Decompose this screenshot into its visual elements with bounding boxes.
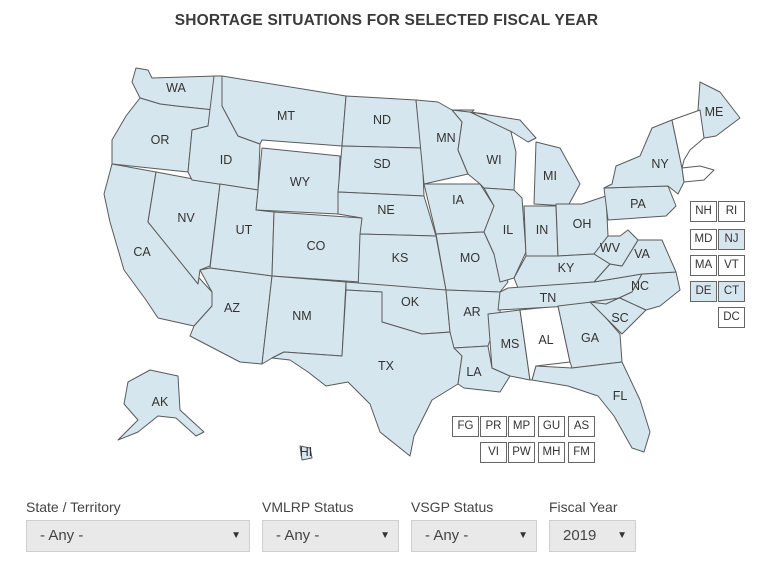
state-label-wy: WY bbox=[290, 175, 311, 189]
state-ny[interactable] bbox=[603, 119, 685, 195]
state-box-dc[interactable]: DC bbox=[718, 307, 745, 328]
chevron-down-icon: ▼ bbox=[380, 530, 390, 541]
state-label-me: ME bbox=[705, 105, 724, 119]
state-label-sc: SC bbox=[611, 311, 628, 325]
vmlrp-select[interactable]: - Any - ▼ bbox=[262, 520, 399, 552]
territory-box-gu[interactable]: GU bbox=[538, 416, 565, 437]
territory-box-mp[interactable]: MP bbox=[508, 416, 535, 437]
state-label-il: IL bbox=[503, 223, 513, 237]
state-ak[interactable] bbox=[117, 369, 205, 441]
fiscal-year-filter-label: Fiscal Year bbox=[549, 499, 618, 515]
state-label-nc: NC bbox=[631, 279, 649, 293]
state-label-nd: ND bbox=[373, 113, 391, 127]
chevron-down-icon: ▼ bbox=[518, 530, 528, 541]
state-label-wv: WV bbox=[600, 241, 621, 255]
state-label-hi: HI bbox=[300, 445, 313, 459]
state-sd[interactable] bbox=[337, 145, 425, 197]
state-box-ri[interactable]: RI bbox=[718, 201, 745, 222]
state-label-oh: OH bbox=[573, 217, 592, 231]
state-label-va: VA bbox=[634, 247, 650, 261]
state-wv[interactable] bbox=[593, 229, 639, 267]
state-label-mt: MT bbox=[277, 109, 295, 123]
territory-box-fm[interactable]: FM bbox=[568, 442, 595, 463]
state-label-mn: MN bbox=[436, 131, 455, 145]
chevron-down-icon: ▼ bbox=[617, 530, 627, 541]
state-label-al: AL bbox=[538, 333, 553, 347]
state-label-ca: CA bbox=[133, 245, 151, 259]
vmlrp-select-value: - Any - bbox=[276, 527, 320, 544]
vsgp-select-value: - Any - bbox=[425, 527, 469, 544]
state-box-ct[interactable]: CT bbox=[718, 281, 745, 302]
state-mi[interactable] bbox=[469, 111, 581, 207]
state-il[interactable] bbox=[483, 187, 527, 283]
state-label-nv: NV bbox=[177, 211, 195, 225]
chevron-down-icon: ▼ bbox=[231, 530, 241, 541]
state-label-tn: TN bbox=[540, 291, 557, 305]
us-map: WA OR CA NV ID MT WY UT AZ CO NM ND SD NE KS OK TX MN IA MO… bbox=[103, 67, 741, 461]
state-box-ma[interactable]: MA bbox=[690, 255, 717, 276]
state-hi[interactable] bbox=[299, 445, 313, 461]
state-la[interactable] bbox=[453, 345, 511, 393]
territory-box-as[interactable]: AS bbox=[568, 416, 595, 437]
state-label-id: ID bbox=[220, 153, 233, 167]
territory-box-vi[interactable]: VI bbox=[480, 442, 507, 463]
state-label-ny: NY bbox=[651, 157, 669, 171]
state-filter-label: State / Territory bbox=[26, 499, 121, 515]
state-label-or: OR bbox=[151, 133, 170, 147]
state-label-mo: MO bbox=[460, 251, 480, 265]
state-box-de[interactable]: DE bbox=[690, 281, 717, 302]
state-box-nh[interactable]: NH bbox=[690, 201, 717, 222]
state-label-sd: SD bbox=[373, 157, 390, 171]
state-ia[interactable] bbox=[423, 183, 495, 235]
state-box-vt[interactable]: VT bbox=[718, 255, 745, 276]
state-label-la: LA bbox=[466, 365, 482, 379]
vsgp-filter-label: VSGP Status bbox=[411, 499, 494, 515]
state-label-pa: PA bbox=[630, 197, 646, 211]
state-box-nj[interactable]: NJ bbox=[718, 229, 745, 250]
state-label-ms: MS bbox=[501, 337, 520, 351]
vsgp-select[interactable]: - Any - ▼ bbox=[411, 520, 537, 552]
territory-box-mh[interactable]: MH bbox=[538, 442, 565, 463]
state-tx[interactable] bbox=[271, 289, 463, 457]
fiscal-year-select[interactable]: 2019 ▼ bbox=[549, 520, 636, 552]
territory-box-pr[interactable]: PR bbox=[480, 416, 507, 437]
state-nc[interactable] bbox=[589, 271, 681, 311]
state-label-wa: WA bbox=[166, 81, 186, 95]
vmlrp-filter-label: VMLRP Status bbox=[262, 499, 354, 515]
state-label-az: AZ bbox=[224, 301, 240, 315]
state-me[interactable] bbox=[697, 81, 741, 139]
territory-box-fg[interactable]: FG bbox=[452, 416, 479, 437]
state-label-ky: KY bbox=[558, 261, 575, 275]
state-label-ut: UT bbox=[236, 223, 253, 237]
state-select-value: - Any - bbox=[40, 527, 84, 544]
state-label-wi: WI bbox=[486, 153, 501, 167]
state-label-mi: MI bbox=[543, 169, 557, 183]
state-label-fl: FL bbox=[613, 389, 628, 403]
state-label-ks: KS bbox=[392, 251, 409, 265]
state-fl[interactable] bbox=[531, 361, 651, 453]
state-ms[interactable] bbox=[487, 309, 531, 381]
ne-small-state-shape[interactable] bbox=[681, 165, 715, 183]
state-label-co: CO bbox=[307, 239, 326, 253]
state-box-md[interactable]: MD bbox=[690, 229, 717, 250]
state-label-ar: AR bbox=[463, 305, 480, 319]
state-label-ok: OK bbox=[401, 295, 420, 309]
state-label-ne: NE bbox=[377, 203, 394, 217]
page-title: SHORTAGE SITUATIONS FOR SELECTED FISCAL … bbox=[174, 12, 599, 29]
fiscal-year-select-value: 2019 bbox=[563, 527, 597, 544]
state-label-tx: TX bbox=[378, 359, 395, 373]
state-label-in: IN bbox=[536, 223, 549, 237]
territory-box-pw[interactable]: PW bbox=[508, 442, 535, 463]
state-label-ak: AK bbox=[152, 395, 169, 409]
state-label-ia: IA bbox=[452, 193, 464, 207]
state-label-nm: NM bbox=[292, 309, 311, 323]
state-select[interactable]: - Any - ▼ bbox=[26, 520, 250, 552]
state-label-ga: GA bbox=[581, 331, 600, 345]
